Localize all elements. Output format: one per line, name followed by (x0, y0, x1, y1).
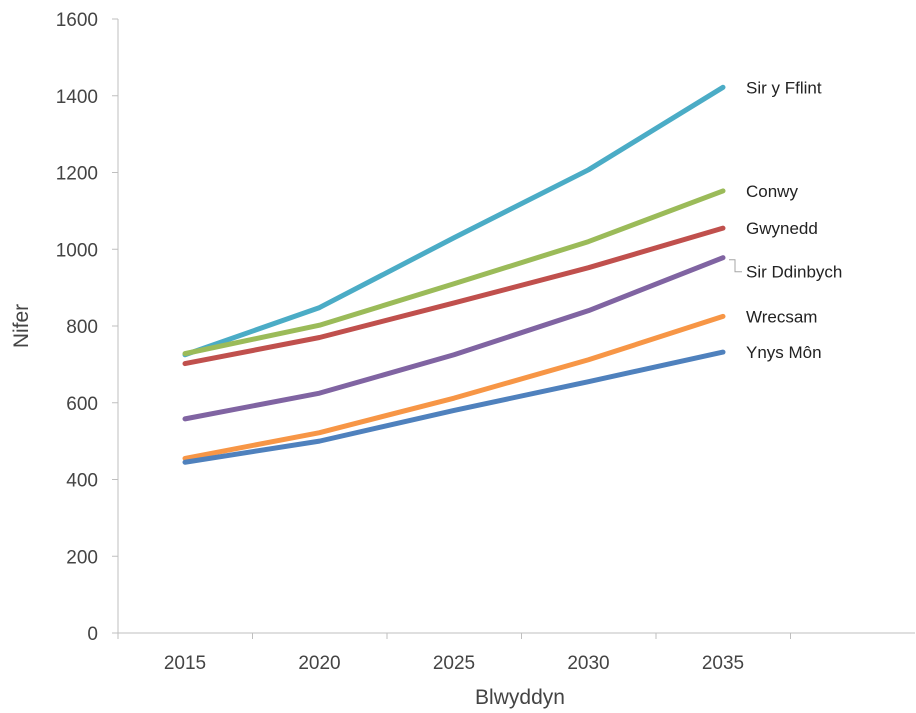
axes (112, 18, 915, 639)
series-label: Gwynedd (746, 219, 818, 238)
x-tick-label: 2025 (433, 653, 475, 674)
y-tick-label: 200 (66, 547, 98, 568)
x-tick-label: 2020 (298, 653, 340, 674)
series-line (182, 225, 726, 367)
y-tick-label: 400 (66, 471, 98, 492)
y-tick-label: 0 (87, 624, 98, 645)
label-leader-line (729, 259, 742, 273)
series-label: Sir Ddinbych (746, 263, 842, 282)
x-axis-title: Blwyddyn (475, 686, 565, 709)
series-label: Conwy (746, 182, 798, 201)
series-line (182, 349, 726, 465)
series-line (182, 255, 726, 422)
tick-labels: 0 200 400 600 800 1000 1200 1400 1600 2015 2020 202… (56, 10, 744, 674)
y-tick-label: 1200 (56, 164, 98, 185)
series-line (182, 313, 726, 461)
series-label: Sir y Fflint (746, 78, 822, 97)
y-tick-label: 1000 (56, 240, 98, 261)
series-labels: Sir y Fflint Conwy Gwynedd Sir Ddinbych Wrec… (729, 78, 842, 362)
y-tick-label: 600 (66, 394, 98, 415)
y-tick-label: 1400 (56, 87, 98, 108)
x-tick-label: 2015 (164, 653, 206, 674)
x-tick-label: 2030 (567, 653, 609, 674)
series-line (182, 84, 726, 358)
y-axis-title: Nifer (10, 304, 33, 348)
series-lines (182, 84, 726, 465)
y-tick-label: 1600 (56, 10, 98, 31)
x-tick-label: 2035 (702, 653, 744, 674)
y-tick-label: 800 (66, 317, 98, 338)
series-label: Wrecsam (746, 307, 817, 326)
series-label: Ynys Môn (746, 343, 822, 362)
series-line (182, 188, 726, 357)
